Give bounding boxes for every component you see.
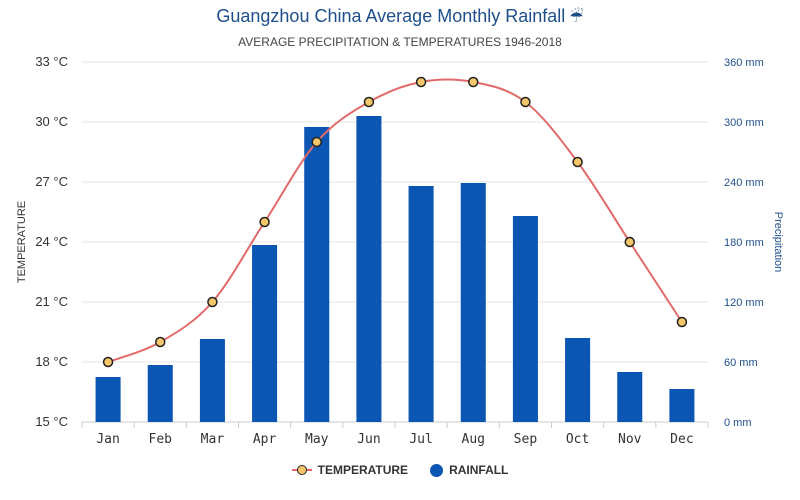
y-right-tick-label: 180 mm [724,237,764,249]
temperature-point-aug[interactable] [468,76,479,88]
y-left-tick-label: 33 °C [35,54,68,69]
rainfall-bar-apr[interactable] [252,245,278,422]
rainfall-bar-jun[interactable] [356,116,382,422]
chart-title-text: Guangzhou China Average Monthly Rainfall [216,6,566,26]
temperature-point-may[interactable] [311,136,322,148]
rainfall-bar-nov[interactable] [617,372,643,422]
y-axis-left: 15 °C 18 °C 21 °C 24 °C 27 °C 30 °C 33 °C [35,54,68,429]
y-right-tick-label: 240 mm [724,177,764,189]
y-right-tick-label: 0 mm [724,417,752,429]
y-left-tick-label: 15 °C [35,414,68,429]
y-right-tick-label: 60 mm [724,357,758,369]
x-tick-label: Nov [618,432,642,447]
chart-subtitle: AVERAGE PRECIPITATION & TEMPERATURES 194… [238,35,562,49]
rainfall-bar-sep[interactable] [512,216,538,422]
rainfall-bar-jan[interactable] [95,377,121,422]
rainfall-bar-mar[interactable] [199,339,225,422]
y-left-tick-label: 30 °C [35,114,68,129]
x-tick-label: May [305,432,329,447]
legend-item-rainfall[interactable]: RAINFALL [430,463,508,477]
x-tick-label: Jul [409,432,432,447]
legend-item-temperature[interactable]: TEMPERATURE [291,463,409,477]
temperature-markers [102,76,688,368]
y-left-tick-label: 24 °C [35,234,68,249]
y-left-tick-label: 21 °C [35,294,68,309]
temperature-point-feb[interactable] [155,336,166,348]
x-tick-label: Jun [357,432,380,447]
line-marker-icon [291,465,312,475]
temperature-point-jun[interactable] [363,96,375,108]
temperature-point-dec[interactable] [676,316,688,328]
temperature-point-oct[interactable] [572,156,583,168]
x-tick-label: Jan [96,432,119,447]
rainfall-bar-feb[interactable] [147,365,173,422]
grid-lines [82,61,708,423]
x-tick-label: Oct [566,432,589,447]
chart-legend: TEMPERATURE RAINFALL [0,463,800,477]
temperature-point-jan[interactable] [102,356,114,368]
legend-rainfall-label: RAINFALL [449,463,509,477]
chart-title: Guangzhou China Average Monthly Rainfall… [0,6,800,27]
rainfall-bar-jul[interactable] [408,186,434,422]
x-tick-label: Aug [462,432,485,447]
y-left-tick-label: 27 °C [35,174,68,189]
x-tick-label: Sep [514,432,538,447]
y-left-tick-label: 18 °C [35,354,68,369]
umbrella-rain-icon: ☔ [569,9,584,26]
rainfall-bar-aug[interactable] [460,183,486,422]
x-axis: Jan Feb Mar Apr May Jun Jul Aug Sep Oct Nov Dec [81,422,709,447]
y-axis-right: 0 mm 60 mm 120 mm 180 mm 240 mm 300 mm 360 mm [724,57,764,429]
y-right-tick-label: 360 mm [724,57,764,69]
y-axis-right-label: Precipitation [772,212,784,273]
x-tick-label: Apr [253,432,277,447]
rainfall-bar-dec[interactable] [669,389,695,422]
rainfall-bar-oct[interactable] [565,338,591,422]
x-tick-label: Feb [149,432,173,447]
x-tick-label: Mar [201,432,225,447]
temperature-point-apr[interactable] [259,216,270,228]
rainfall-bars [95,116,695,422]
y-right-tick-label: 120 mm [724,297,764,309]
temperature-point-jul[interactable] [415,76,427,88]
temperature-point-nov[interactable] [624,236,635,248]
temperature-point-mar[interactable] [207,296,218,308]
x-tick-label: Dec [670,432,693,447]
circle-marker-icon [430,463,444,477]
y-axis-left-label: TEMPERATURE [16,201,28,283]
y-right-tick-label: 300 mm [724,117,764,129]
rainfall-bar-may[interactable] [304,127,330,422]
legend-temperature-label: TEMPERATURE [317,463,409,477]
temperature-point-sep[interactable] [520,96,531,108]
